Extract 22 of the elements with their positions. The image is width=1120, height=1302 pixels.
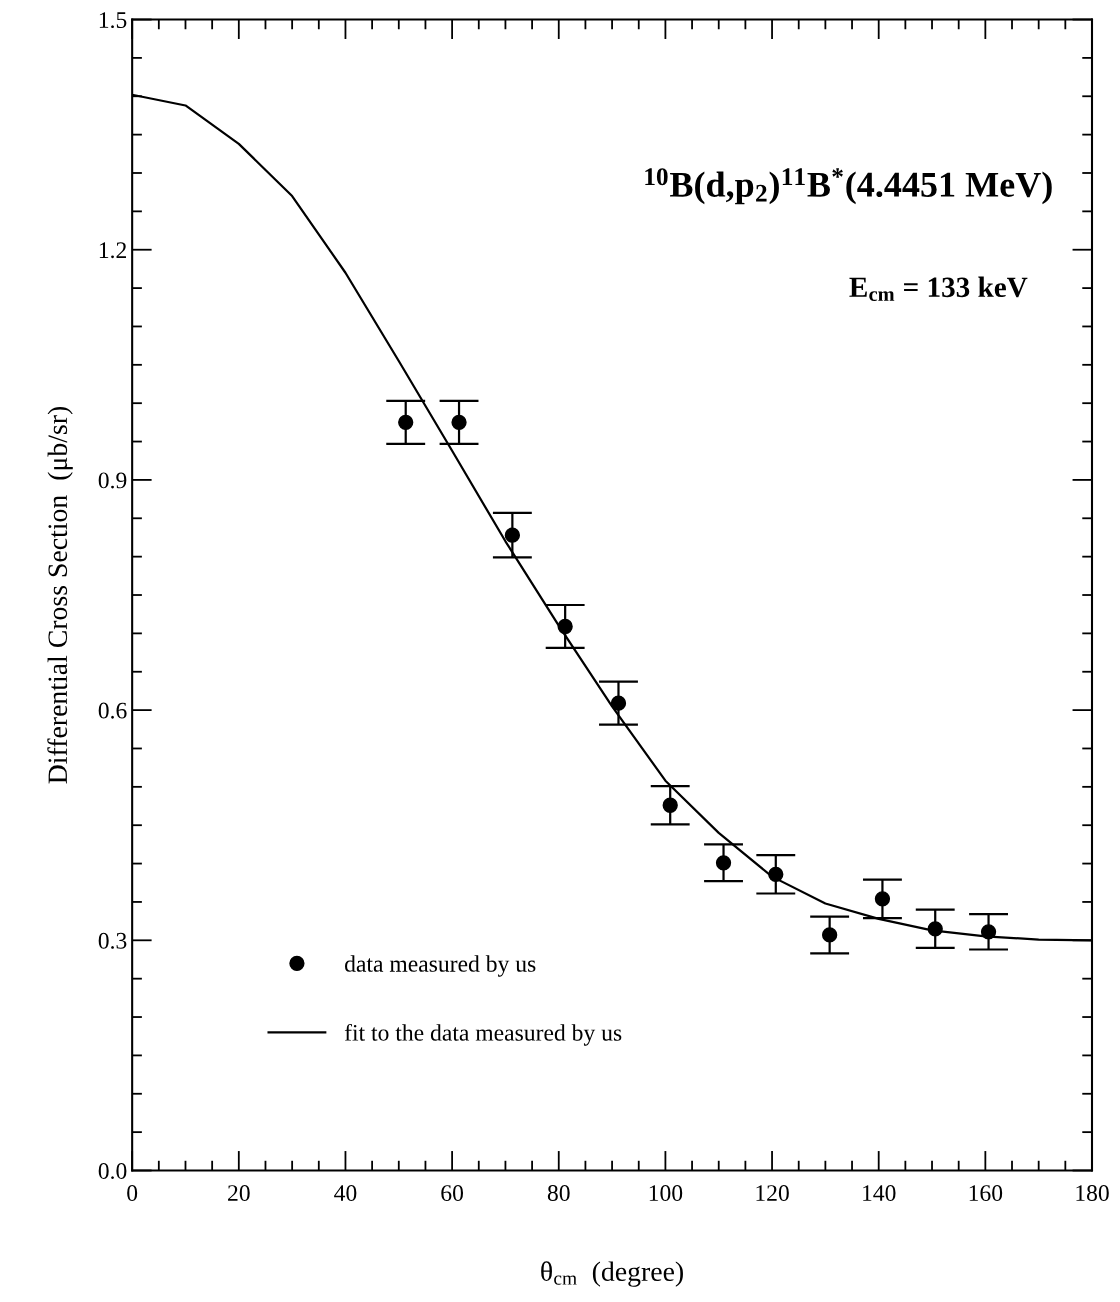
y-tick-label: 0.0 (98, 1162, 127, 1180)
x-tick-label: 0 (127, 1185, 138, 1201)
x-tick-label: 140 (863, 1185, 896, 1201)
x-tick-label: 180 (1076, 1185, 1109, 1201)
x-tick-label: 60 (441, 1185, 464, 1201)
x-tick-label: 100 (649, 1185, 683, 1201)
y-tick-label: 0.9 (98, 472, 127, 489)
x-tick-label: 20 (228, 1185, 250, 1201)
annotation: E$_{cm}$ = 133 keV (849, 276, 1028, 302)
y-tick-label: 0.3 (98, 932, 127, 949)
legend-label: data measured by us (345, 955, 536, 977)
annotation: $^{10}$B(d,p$_{2}$)$^{11}$B$^{*}$(4.4451 MeV) (645, 168, 1052, 205)
x-tick-label: 80 (547, 1185, 570, 1201)
y-axis-title: Differential Cross Section (μb/sr) (47, 406, 73, 784)
x-axis-title: θ$_{cm}$ (degree) (541, 1261, 683, 1287)
x-tick-label: 40 (334, 1185, 357, 1201)
x-tick-label: 160 (969, 1185, 1003, 1201)
y-tick-label: 1.2 (99, 242, 126, 259)
legend-label: fit to the data measured by us (344, 1023, 622, 1046)
y-tick-label: 1.5 (99, 12, 127, 29)
x-tick-label: 120 (756, 1185, 789, 1201)
y-tick-label: 0.6 (98, 702, 127, 719)
